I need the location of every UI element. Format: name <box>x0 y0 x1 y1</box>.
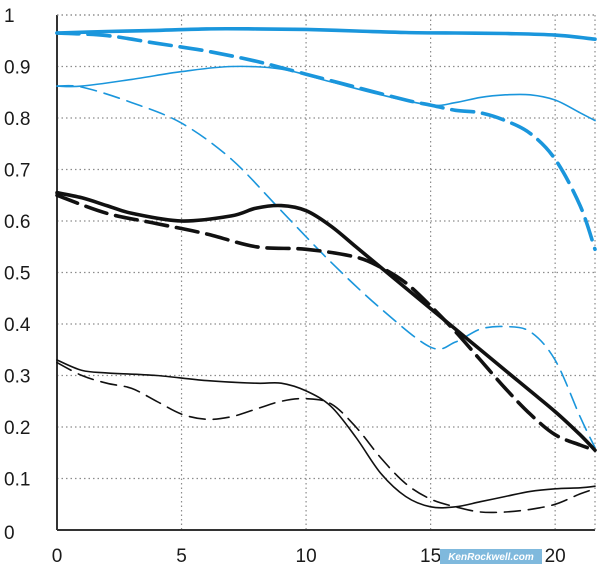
series-line-6 <box>55 193 597 452</box>
watermark: KenRockwell.com <box>440 549 542 564</box>
plot-frame <box>56 14 596 531</box>
series-line-7 <box>56 359 596 509</box>
x-tick-label: 0 <box>52 546 63 567</box>
watermark-background <box>440 549 542 564</box>
y-tick-label: 0.2 <box>4 418 30 439</box>
series-line-4 <box>56 84 596 449</box>
y-tick-label: 0.4 <box>4 315 31 336</box>
series-line-3 <box>56 65 596 122</box>
y-tick-label: 0.3 <box>4 367 30 388</box>
x-tick-label: 20 <box>545 546 566 567</box>
y-tick-label: 0.6 <box>4 212 30 233</box>
y-tick-label: 1 <box>4 6 15 27</box>
tick-labels: 0.10.20.30.40.50.60.70.80.910 5 10 15 200 <box>4 6 566 567</box>
y-tick-label: 0.8 <box>4 109 30 130</box>
y-tick-label-zero: 0 <box>4 523 15 544</box>
series-lines <box>55 26 597 514</box>
y-tick-label: 0.5 <box>4 264 30 285</box>
watermark-text: KenRockwell.com <box>448 552 534 563</box>
x-tick-label: 5 <box>176 546 187 567</box>
grid-lines <box>57 14 595 530</box>
y-tick-label: 0.1 <box>4 470 30 491</box>
x-tick-label: 10 <box>296 546 317 567</box>
series-line-5 <box>55 190 597 452</box>
x-tick-label: 15 <box>420 546 441 567</box>
series-line-2 <box>55 31 597 252</box>
y-tick-label: 0.7 <box>4 161 30 182</box>
series-line-8 <box>56 361 596 514</box>
series-line-1 <box>55 26 597 41</box>
y-tick-label: 0.9 <box>4 58 30 79</box>
